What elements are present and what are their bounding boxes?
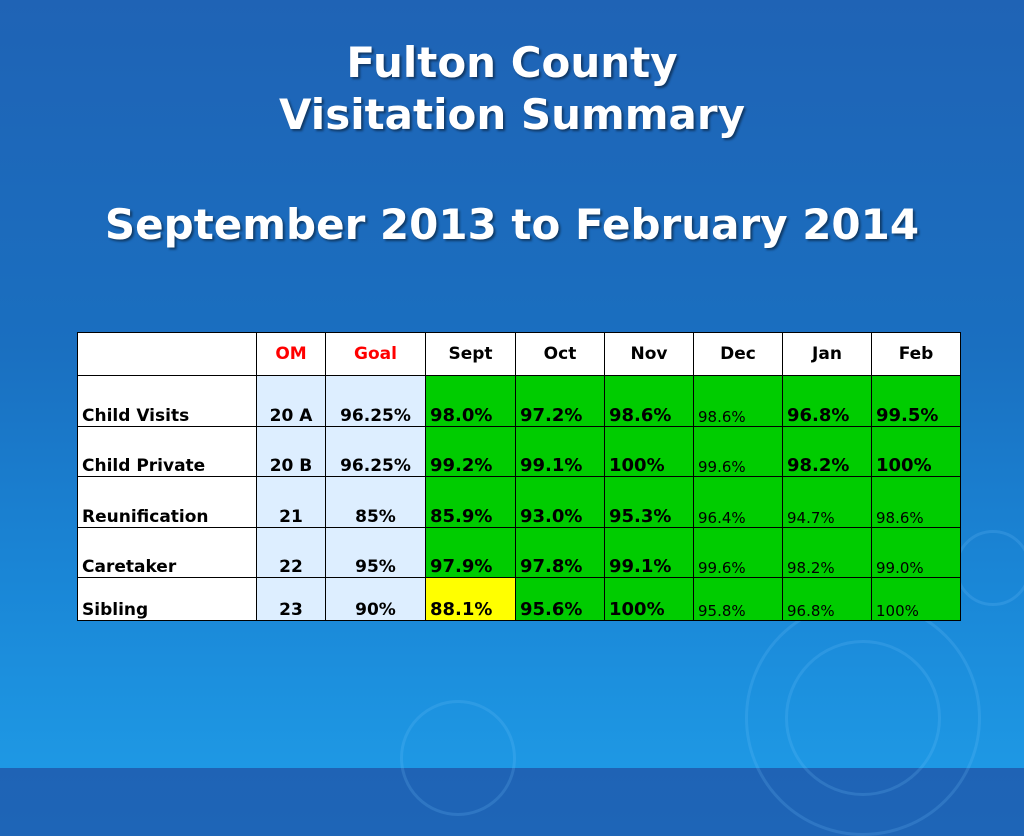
value-cell: 99.5% [871, 375, 961, 427]
om-cell: 20 B [256, 426, 326, 477]
header-oct: Oct [515, 332, 605, 376]
table-row: Caretaker 22 95% 97.9% 97.8% 99.1% 99.6%… [77, 527, 961, 578]
om-cell: 23 [256, 577, 326, 621]
table-row: Sibling 23 90% 88.1% 95.6% 100% 95.8% 96… [77, 577, 961, 621]
row-label: Child Private [77, 426, 257, 477]
value-cell: 98.2% [782, 527, 872, 578]
table-row: Child Private 20 B 96.25% 99.2% 99.1% 10… [77, 426, 961, 477]
header-jan: Jan [782, 332, 872, 376]
goal-cell: 96.25% [325, 426, 426, 477]
row-label: Caretaker [77, 527, 257, 578]
header-goal: Goal [325, 332, 426, 376]
ripple-decoration [955, 530, 1024, 606]
value-cell: 99.1% [604, 527, 694, 578]
value-cell: 100% [871, 577, 961, 621]
value-cell-below-goal: 88.1% [425, 577, 516, 621]
value-cell: 96.8% [782, 577, 872, 621]
slide-title-line1: Fulton County [346, 38, 678, 87]
value-cell: 100% [871, 426, 961, 477]
value-cell: 85.9% [425, 476, 516, 528]
header-om: OM [256, 332, 326, 376]
value-cell: 97.2% [515, 375, 605, 427]
value-cell: 98.6% [604, 375, 694, 427]
goal-cell: 90% [325, 577, 426, 621]
om-cell: 22 [256, 527, 326, 578]
value-cell: 96.4% [693, 476, 783, 528]
table-row: Child Visits 20 A 96.25% 98.0% 97.2% 98.… [77, 375, 961, 427]
visitation-summary-table: OM Goal Sept Oct Nov Dec Jan Feb Child V… [77, 332, 961, 621]
slide-subtitle: September 2013 to February 2014 [104, 200, 920, 249]
value-cell: 97.8% [515, 527, 605, 578]
value-cell: 94.7% [782, 476, 872, 528]
row-label: Sibling [77, 577, 257, 621]
value-cell: 98.2% [782, 426, 872, 477]
header-dec: Dec [693, 332, 783, 376]
value-cell: 97.9% [425, 527, 516, 578]
goal-cell: 96.25% [325, 375, 426, 427]
value-cell: 100% [604, 577, 694, 621]
value-cell: 99.2% [425, 426, 516, 477]
value-cell: 93.0% [515, 476, 605, 528]
value-cell: 96.8% [782, 375, 872, 427]
value-cell: 99.6% [693, 527, 783, 578]
value-cell: 95.3% [604, 476, 694, 528]
value-cell: 98.0% [425, 375, 516, 427]
goal-cell: 85% [325, 476, 426, 528]
value-cell: 98.6% [871, 476, 961, 528]
ripple-decoration [785, 640, 941, 796]
slide-title-line2: Visitation Summary [279, 90, 745, 139]
value-cell: 98.6% [693, 375, 783, 427]
value-cell: 99.1% [515, 426, 605, 477]
header-feb: Feb [871, 332, 961, 376]
table-row: Reunification 21 85% 85.9% 93.0% 95.3% 9… [77, 476, 961, 528]
value-cell: 99.6% [693, 426, 783, 477]
table-header-row: OM Goal Sept Oct Nov Dec Jan Feb [77, 332, 961, 376]
om-cell: 20 A [256, 375, 326, 427]
value-cell: 95.6% [515, 577, 605, 621]
table-header-corner [77, 332, 257, 376]
value-cell: 99.0% [871, 527, 961, 578]
row-label: Reunification [77, 476, 257, 528]
ripple-decoration [400, 700, 516, 816]
header-nov: Nov [604, 332, 694, 376]
goal-cell: 95% [325, 527, 426, 578]
value-cell: 100% [604, 426, 694, 477]
om-cell: 21 [256, 476, 326, 528]
value-cell: 95.8% [693, 577, 783, 621]
header-sept: Sept [425, 332, 516, 376]
row-label: Child Visits [77, 375, 257, 427]
